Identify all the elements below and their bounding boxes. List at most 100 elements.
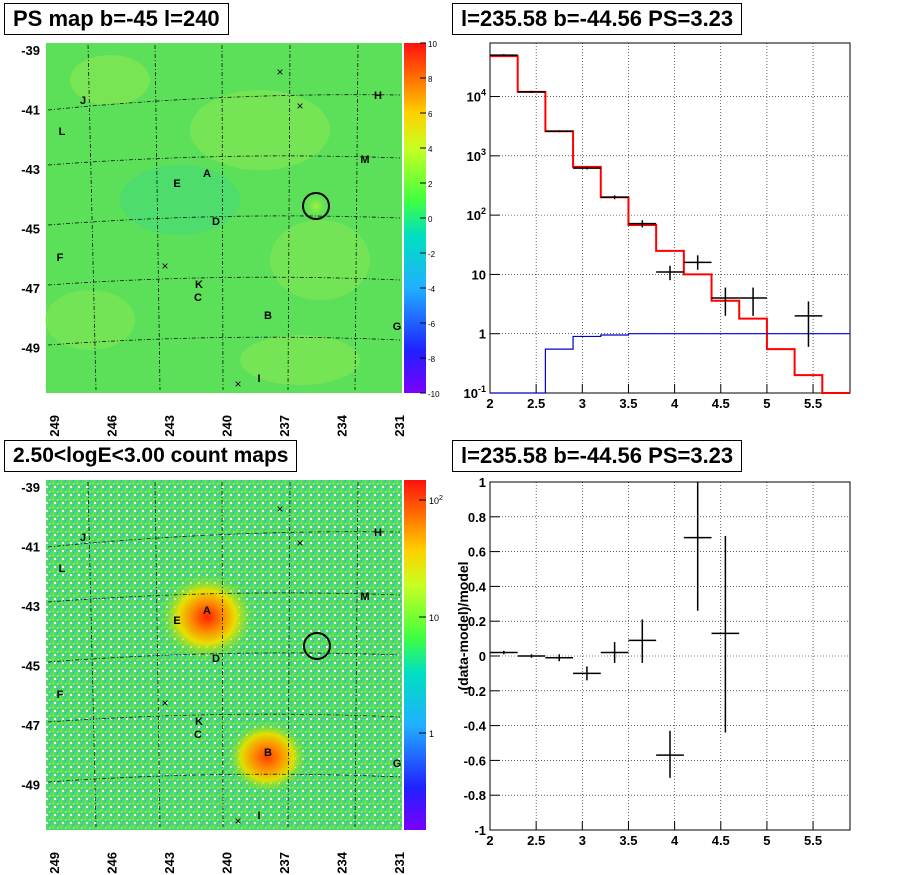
y-tick-label: -41: [21, 103, 40, 118]
y-tick-label: 0.2: [468, 614, 486, 629]
graticule-meridian: [221, 481, 224, 828]
y-tick-label: -45: [21, 222, 40, 237]
x-tick-label: 4.5: [712, 833, 730, 848]
source-label-k: K: [195, 716, 203, 728]
colorbar-tick-label: 2: [428, 180, 433, 189]
x-tick-label: 2: [486, 833, 493, 848]
source-label-l: L: [59, 563, 66, 575]
y-tick-label: 103: [467, 147, 486, 164]
colorbar-tick-label: -8: [428, 355, 436, 364]
graticule-meridian: [287, 481, 291, 828]
count-colorbar: [404, 480, 426, 830]
x-tick-label: 237: [277, 852, 292, 874]
graticule-parallel: [47, 592, 401, 603]
y-tick-label: -49: [21, 341, 40, 356]
graticule-meridian: [87, 481, 97, 828]
cross-marker: ×: [296, 536, 303, 550]
roi-circle: [303, 632, 331, 660]
graticule-parallel: [47, 215, 401, 226]
source-label-e: E: [173, 615, 180, 627]
colorbar-tick-label: -6: [428, 320, 436, 329]
data-point: [628, 220, 657, 228]
y-tick-label: -47: [21, 718, 40, 733]
x-tick-label: 231: [392, 852, 407, 874]
graticule-parallel: [47, 94, 401, 111]
y-tick-label: 1: [479, 327, 486, 342]
x-tick-label: 3: [579, 833, 586, 848]
x-tick-label: 2: [486, 396, 493, 411]
x-tick-label: 249: [47, 415, 62, 437]
y-tick-label: 104: [467, 88, 486, 105]
data-point: [739, 287, 767, 316]
colorbar-tick-label: 4: [428, 145, 433, 154]
source-label-a: A: [203, 605, 211, 617]
data-point: [573, 166, 601, 170]
residual-point: [517, 654, 546, 658]
source-label-i: I: [257, 810, 260, 822]
y-tick-label: 10: [472, 267, 486, 282]
x-tick-label: 249: [47, 852, 62, 874]
x-tick-label: 243: [162, 852, 177, 874]
spectrum-panel: 2 2.5 3 3.5 4 4.5 5 5.5 10-1 1 10 102 103 104: [464, 42, 851, 411]
residual-point: [573, 666, 601, 681]
colorbar-tick-label: 6: [428, 110, 433, 119]
residual-point: [711, 535, 740, 733]
ps-colorbar: [404, 43, 426, 393]
y-tick-label: -39: [21, 43, 40, 58]
data-point: [711, 287, 740, 316]
colorbar-tick-label: -4: [428, 285, 436, 294]
colorbar-tick-label: 102: [429, 495, 443, 506]
colorbar-tick-label: 1: [429, 729, 434, 739]
data-point: [656, 265, 684, 281]
graticule-meridian: [154, 481, 161, 828]
source-label-k: K: [195, 279, 203, 291]
source-label-b: B: [264, 310, 272, 322]
source-label-c: C: [194, 292, 202, 304]
y-tick-label: 1: [479, 475, 486, 490]
x-tick-label: 4: [671, 396, 679, 411]
source-label-m: M: [360, 591, 369, 603]
y-tick-label: -1: [474, 823, 486, 838]
colorbar-tick-label: 10: [429, 613, 439, 623]
y-tick-label: -43: [21, 599, 40, 614]
graticule: [47, 481, 401, 828]
y-tick-label: 102: [467, 206, 486, 223]
graticule-parallel: [47, 531, 401, 548]
source-label-d: D: [212, 653, 220, 665]
graticule-parallel: [47, 276, 401, 286]
y-tick-label: 0: [479, 649, 486, 664]
residual-y-axis-label: (data-model)/model: [455, 561, 471, 690]
graticule-parallel: [47, 773, 401, 783]
residual-point: [490, 650, 518, 655]
data-point: [545, 130, 574, 133]
x-tick-label: 4: [671, 833, 679, 848]
graticule-parallel: [47, 652, 401, 663]
source-label-b: B: [264, 747, 272, 759]
x-tick-label: 240: [220, 415, 235, 437]
source-label-h: H: [374, 527, 382, 539]
cross-marker: ×: [234, 814, 241, 828]
source-labels: A B C D E F G H I J K L M × × × ×: [57, 502, 402, 828]
x-tick-label: 5: [763, 833, 770, 848]
source-a-blob: [159, 573, 255, 661]
x-tick-label: 3.5: [619, 833, 637, 848]
residual-panel: 2 2.5 3 3.5 4 4.5 5 5.5 1 0.8 0.6 0.4 0.2 0 -0.2 -0.4 -0…: [455, 475, 851, 848]
y-tick-label: 0.6: [468, 545, 486, 560]
residual-point: [656, 730, 684, 778]
y-tick-label: -47: [21, 281, 40, 296]
data-point: [794, 301, 823, 347]
graticule-meridian: [354, 481, 359, 828]
cross-marker: ×: [234, 377, 241, 391]
x-tick-label: 240: [220, 852, 235, 874]
source-label-e: E: [173, 178, 180, 190]
y-tick-label: -43: [21, 162, 40, 177]
y-tick-label: 0.8: [468, 510, 486, 525]
x-tick-label: 5.5: [804, 396, 822, 411]
graticule-parallel: [47, 713, 401, 723]
residual-point: [628, 619, 657, 663]
cross-marker: ×: [276, 65, 283, 79]
graticule-meridian: [354, 44, 359, 391]
graticule-meridian: [221, 44, 224, 391]
